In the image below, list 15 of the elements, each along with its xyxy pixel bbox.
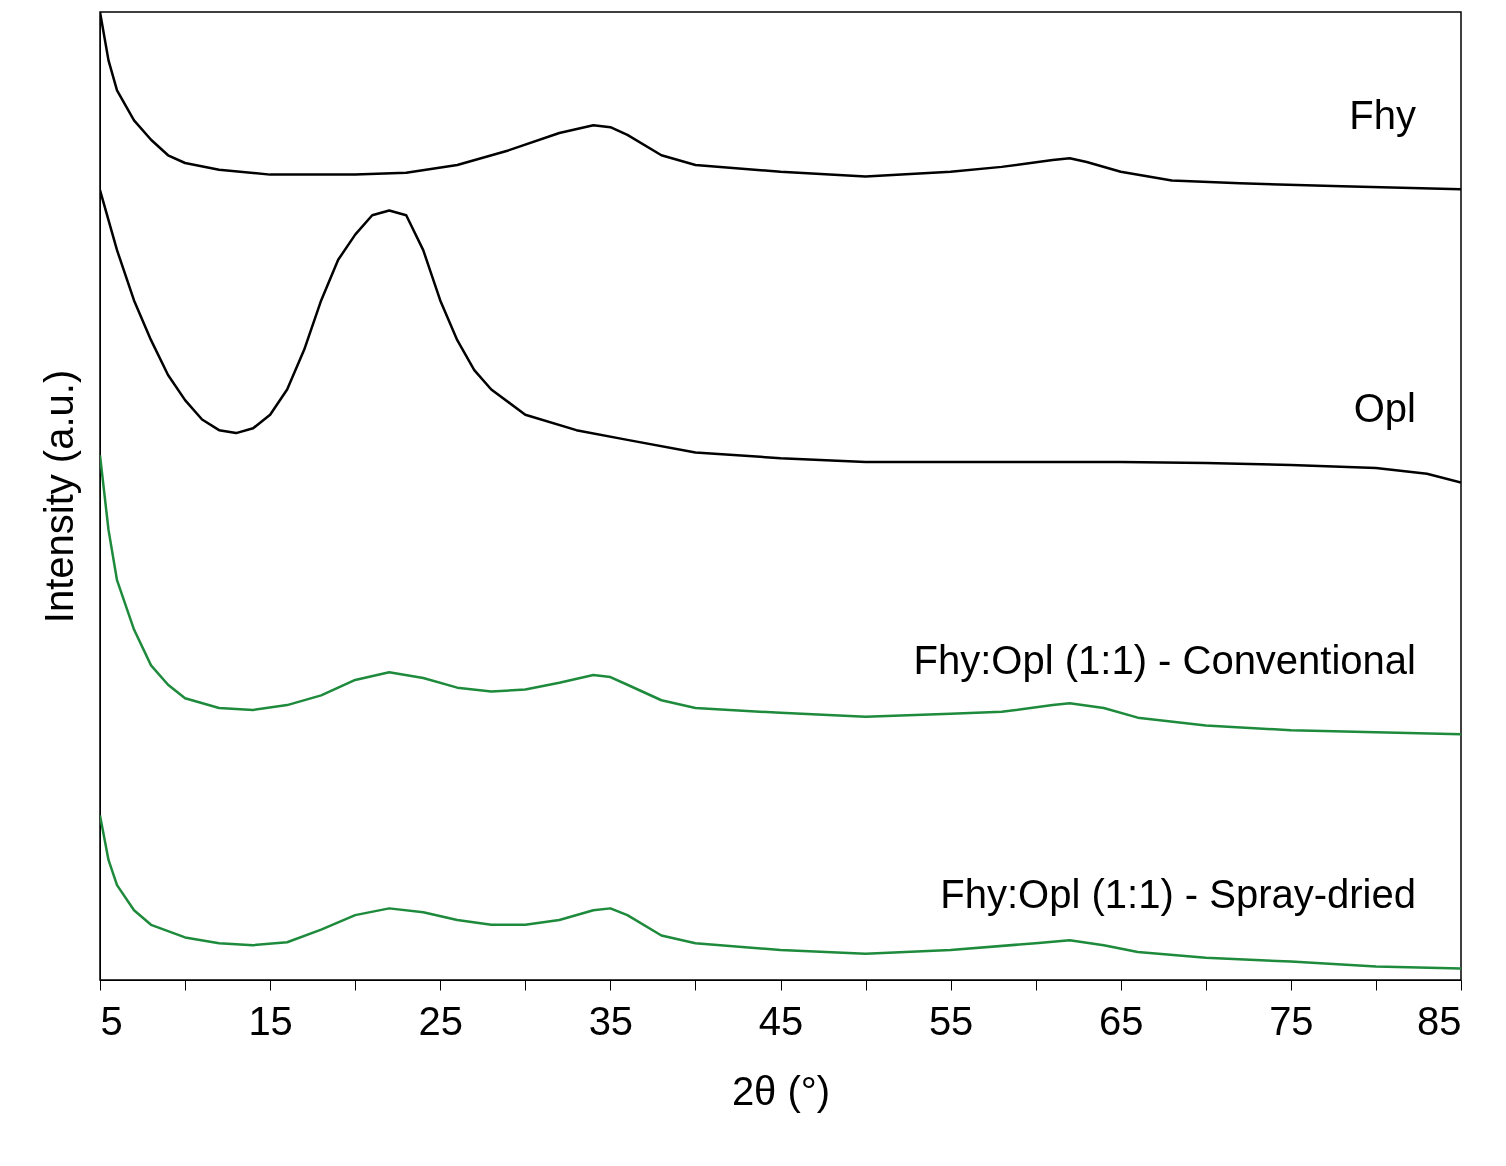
x-tick-label: 15 (248, 998, 293, 1043)
y-axis-title: Intensity (a.u.) (36, 369, 81, 624)
x-tick-label: 75 (1269, 998, 1314, 1043)
x-tick-label: 65 (1099, 998, 1144, 1043)
series-label: Fhy:Opl (1:1) - Spray-dried (940, 872, 1416, 917)
series-label: Fhy:Opl (1:1) - Conventional (913, 638, 1416, 683)
x-tick-label: 25 (418, 998, 463, 1043)
series-label: Opl (1353, 386, 1416, 431)
x-tick-label: 55 (928, 998, 974, 1043)
x-axis-title: 2θ (°) (731, 1068, 831, 1113)
series-label: Fhy (1349, 93, 1416, 138)
x-tick-label: 45 (758, 998, 804, 1043)
x-tick-label: 85 (1417, 998, 1462, 1043)
x-tick-label: 35 (588, 998, 634, 1043)
x-tick-label: 5 (100, 998, 123, 1043)
